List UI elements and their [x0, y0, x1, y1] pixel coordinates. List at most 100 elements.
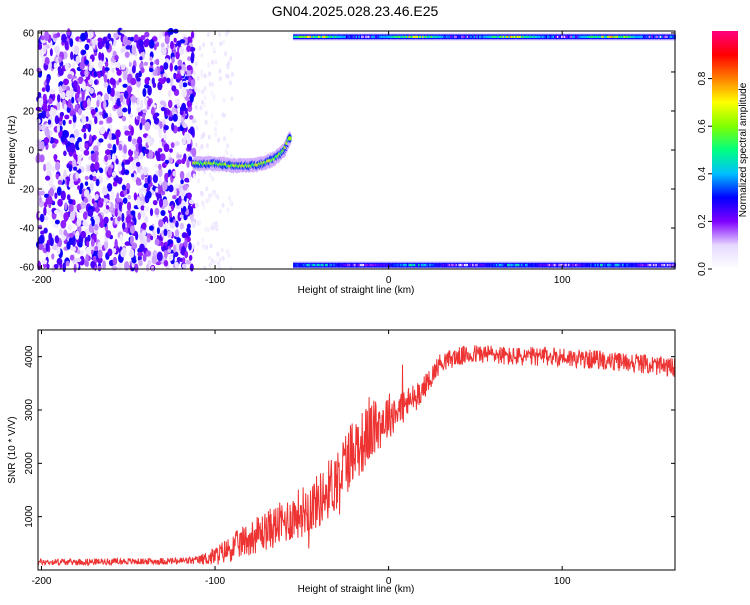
spectrogram-cell	[149, 39, 155, 49]
spectrogram-cell	[61, 33, 67, 44]
spectrogram-cell	[43, 216, 49, 221]
spectrogram-cell	[469, 263, 472, 267]
spectrogram-cell	[412, 35, 415, 38]
spectrogram-cell	[537, 35, 540, 38]
spectrogram-cell	[605, 263, 608, 267]
spectrogram-cell	[172, 113, 178, 122]
spectrogram-cell	[128, 149, 133, 157]
spectrogram-cell	[402, 35, 405, 38]
spectrogram-cell	[211, 190, 215, 196]
spectrogram-cell	[626, 35, 629, 38]
spectrogram-cell	[136, 106, 142, 113]
spectrogram-cell	[402, 263, 405, 267]
spectrogram-cell	[347, 35, 350, 38]
spectrogram-cell	[60, 91, 66, 100]
spectrogram-cell	[208, 193, 211, 199]
spectrogram-cell	[168, 157, 174, 164]
spectrogram-cell	[83, 189, 90, 198]
spectrogram-cell	[121, 212, 125, 223]
spectrogram-cell	[158, 219, 164, 228]
spectrogram-cell	[476, 263, 479, 267]
spectrogram-cell	[433, 35, 436, 38]
spectrogram-cell	[103, 93, 109, 103]
spectrogram-cell	[634, 35, 637, 38]
spectrogram-cell	[462, 263, 465, 267]
spectrogram-cell	[104, 240, 109, 250]
spectrogram-cell	[427, 263, 430, 267]
spectrogram-cell	[107, 84, 112, 95]
spectrogram-cell	[160, 241, 165, 247]
spectrogram-cell	[164, 172, 169, 182]
spectrogram-cell	[612, 263, 615, 267]
spectrogram-cell	[152, 173, 158, 184]
spectrogram-cell	[137, 212, 141, 221]
spectrogram-cell	[348, 263, 351, 267]
spectrogram-cell	[194, 104, 198, 110]
spectrogram-cell	[370, 35, 374, 38]
spectrogram-cell	[411, 35, 414, 38]
spectrogram-cell	[495, 35, 499, 38]
spectrogram-cell	[470, 263, 474, 267]
spectrogram-cell	[480, 35, 483, 38]
spectrogram-cell	[205, 244, 208, 250]
spectrogram-cell	[473, 263, 476, 267]
spectrogram-cell	[487, 263, 490, 267]
spectrogram-cell	[83, 132, 87, 140]
spectrogram-cell	[294, 263, 297, 267]
spectrogram-cell	[175, 51, 180, 60]
spectrogram-cell	[332, 35, 335, 38]
spectrogram-cell	[163, 228, 168, 237]
spectrogram-cell	[179, 110, 184, 116]
spectrogram-cell	[432, 35, 435, 38]
spectrogram-cell	[457, 35, 460, 38]
spectrogram-cell	[597, 35, 600, 38]
spectrogram-cell	[465, 263, 468, 267]
colorbar-tick-label: 0.8	[697, 71, 708, 85]
spectrogram-cell	[479, 263, 482, 267]
spectrogram-cell	[491, 263, 494, 267]
spectrogram-cell	[591, 35, 594, 38]
spectrogram-cell	[364, 35, 367, 38]
spectrogram-cell	[209, 243, 213, 249]
spectrogram-cell	[443, 263, 446, 267]
spectrogram-cell	[584, 263, 587, 267]
spectrogram-cell	[140, 67, 145, 74]
spectrogram-cell	[459, 263, 462, 267]
spectrogram-cell	[398, 263, 401, 267]
spectrogram-cell	[482, 263, 485, 267]
spectrogram-cell	[204, 119, 208, 125]
spectrogram-cell	[131, 160, 137, 170]
spectrogram-cell	[79, 182, 84, 190]
spectrogram-cell	[341, 35, 344, 38]
spectrogram-cell	[308, 263, 311, 267]
spectrogram-cell	[355, 263, 358, 267]
spectrogram-cell	[159, 121, 163, 129]
spectrogram-cell	[171, 56, 175, 64]
spectrogram-cell	[58, 228, 63, 236]
spectrogram-cell	[613, 35, 617, 38]
spectrogram-cell	[112, 171, 117, 178]
spectrogram-cell	[505, 263, 508, 267]
spectrogram-cell	[125, 215, 132, 224]
spectrogram-cell	[634, 263, 637, 267]
spectrogram-cell	[210, 41, 214, 47]
spectrogram-cell	[509, 263, 512, 267]
spectrogram-cell	[57, 94, 61, 103]
spectrogram-cell	[163, 133, 167, 141]
spectrogram-cell	[84, 59, 89, 65]
spectrogram-cell	[358, 35, 361, 38]
spectrogram-cell	[518, 263, 521, 267]
spectrogram-cell	[619, 263, 622, 267]
spectrogram-cell	[115, 129, 121, 138]
spectrogram-cell	[97, 249, 103, 259]
spectrogram-cell	[547, 35, 550, 38]
spectrogram-cell	[200, 99, 204, 105]
spectrogram-cell	[419, 35, 422, 38]
spectrogram-cell	[207, 197, 211, 203]
spectrogram-cell	[214, 120, 218, 126]
spectrogram-cell	[188, 76, 192, 83]
spectrogram-cell	[654, 35, 657, 38]
spectrogram-cell	[141, 222, 147, 230]
spectrogram-cell	[186, 142, 192, 151]
spectrogram-cell	[128, 87, 131, 98]
